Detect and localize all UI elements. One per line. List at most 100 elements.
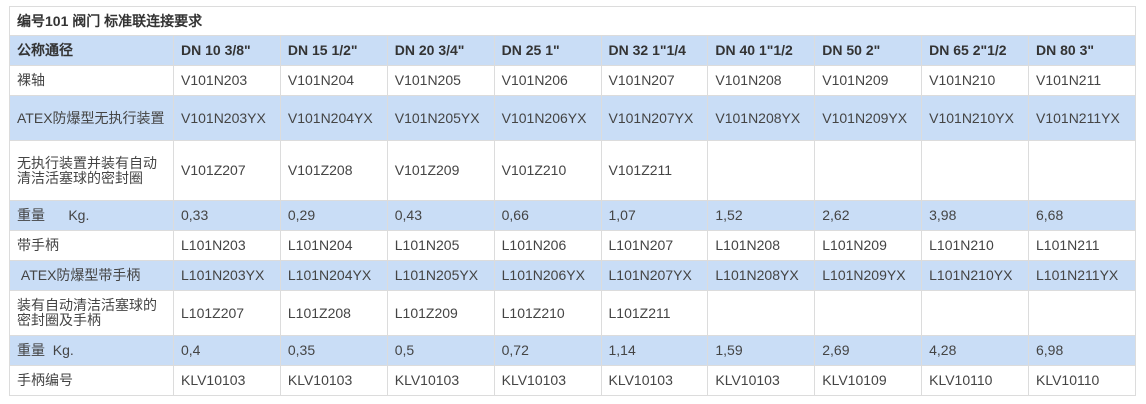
- table-cell: 2,62: [814, 200, 923, 231]
- table-cell: KLV10103: [600, 365, 709, 396]
- table-cell: 6,68: [1028, 200, 1136, 231]
- table-cell: L101N208YX: [707, 260, 816, 291]
- valve-spec-table: 编号101 阀门 标准联连接要求 公称通径 DN 10 3/8" DN 15 1/2…: [9, 6, 1136, 396]
- header-size: DN 20 3/4": [386, 35, 495, 66]
- table-cell: L101N208: [707, 230, 816, 261]
- table-cell: L101N210YX: [921, 260, 1029, 291]
- table-cell: V101N210: [921, 65, 1029, 96]
- table-cell: V101N203YX: [173, 95, 281, 141]
- table-row: 装有自动清洁活塞球的密封圈及手柄 L101Z207 L101Z208 L101Z209…: [9, 290, 1136, 336]
- header-size: DN 65 2"1/2: [921, 35, 1029, 66]
- table-cell: 4,28: [921, 335, 1029, 366]
- table-cell: L101N204: [279, 230, 388, 261]
- table-cell: [921, 290, 1029, 336]
- table-cell: 2,69: [814, 335, 923, 366]
- table-cell: V101N207: [600, 65, 709, 96]
- table-cell: 0,5: [386, 335, 495, 366]
- table-cell: V101N204YX: [279, 95, 388, 141]
- table-cell: 1,59: [707, 335, 816, 366]
- header-size: DN 15 1/2": [279, 35, 388, 66]
- row-label: 重量 Kg.: [9, 200, 174, 231]
- table-cell: [1028, 290, 1136, 336]
- table-cell: V101N211: [1028, 65, 1136, 96]
- table-cell: L101N205: [386, 230, 495, 261]
- table-cell: L101Z208: [279, 290, 388, 336]
- table-cell: L101N206YX: [493, 260, 602, 291]
- row-label: 重量 Kg.: [9, 335, 174, 366]
- row-label: ATEX防爆型无执行装置: [9, 95, 174, 141]
- table-cell: V101N206YX: [493, 95, 602, 141]
- table-cell: L101N209YX: [814, 260, 923, 291]
- row-label: 手柄编号: [9, 365, 174, 396]
- table-cell: V101N209: [814, 65, 923, 96]
- table-cell: V101N208YX: [707, 95, 816, 141]
- table-cell: V101Z209: [386, 140, 495, 201]
- table-row: 无执行装置并装有自动清洁活塞球的密封圈 V101Z207 V101Z208 V101Z…: [9, 140, 1136, 201]
- table-cell: 0,43: [386, 200, 495, 231]
- table-cell: 0,72: [493, 335, 602, 366]
- table-cell: V101Z211: [600, 140, 709, 201]
- table-row: 裸轴 V101N203 V101N204 V101N205 V101N206 V101N2…: [9, 65, 1136, 96]
- table-row: 带手柄 L101N203 L101N204 L101N205 L101N206 L101N…: [9, 230, 1136, 261]
- header-label: 公称通径: [9, 35, 174, 66]
- row-label: ATEX防爆型带手柄: [9, 260, 174, 291]
- table-cell: V101N205YX: [386, 95, 495, 141]
- header-size: DN 10 3/8": [173, 35, 281, 66]
- table-cell: 1,07: [600, 200, 709, 231]
- table-cell: [921, 140, 1029, 201]
- header-size: DN 32 1"1/4: [600, 35, 709, 66]
- table-cell: V101N209YX: [814, 95, 923, 141]
- table-cell: [707, 290, 816, 336]
- row-label: 裸轴: [9, 65, 174, 96]
- row-label: 带手柄: [9, 230, 174, 261]
- table-cell: V101N206: [493, 65, 602, 96]
- table-cell: V101Z208: [279, 140, 388, 201]
- table-cell: [1028, 140, 1136, 201]
- table-cell: 1,52: [707, 200, 816, 231]
- table-cell: V101N210YX: [921, 95, 1029, 141]
- table-cell: L101N209: [814, 230, 923, 261]
- table-cell: L101Z211: [600, 290, 709, 336]
- table-cell: 0,33: [173, 200, 281, 231]
- table-cell: KLV10110: [1028, 365, 1136, 396]
- table-cell: V101N203: [173, 65, 281, 96]
- table-cell: 6,98: [1028, 335, 1136, 366]
- table-cell: V101N208: [707, 65, 816, 96]
- table-cell: 3,98: [921, 200, 1029, 231]
- table-cell: L101N207YX: [600, 260, 709, 291]
- table-cell: KLV10103: [386, 365, 495, 396]
- table-cell: V101N207YX: [600, 95, 709, 141]
- row-label: 无执行装置并装有自动清洁活塞球的密封圈: [9, 140, 174, 201]
- table-row: ATEX防爆型无执行装置 V101N203YX V101N204YX V101N205…: [9, 95, 1136, 141]
- header-size: DN 40 1"1/2: [707, 35, 816, 66]
- table-cell: [814, 290, 923, 336]
- table-cell: L101N203: [173, 230, 281, 261]
- table-row: 重量 Kg. 0,4 0,35 0,5 0,72 1,14 1,59 2,69 4,28 6,98: [9, 335, 1136, 366]
- header-row: 公称通径 DN 10 3/8" DN 15 1/2" DN 20 3/4" DN 25 …: [9, 35, 1136, 66]
- table-cell: V101N211YX: [1028, 95, 1136, 141]
- table-cell: L101N206: [493, 230, 602, 261]
- table-cell: L101N203YX: [173, 260, 281, 291]
- table-cell: L101N205YX: [386, 260, 495, 291]
- header-size: DN 25 1": [493, 35, 602, 66]
- table-row: 手柄编号 KLV10103 KLV10103 KLV10103 KLV10103 KLV1…: [9, 365, 1136, 396]
- table-cell: 1,14: [600, 335, 709, 366]
- table-cell: L101Z209: [386, 290, 495, 336]
- header-size: DN 50 2": [814, 35, 923, 66]
- table-cell: L101N211: [1028, 230, 1136, 261]
- title-row: 编号101 阀门 标准联连接要求: [9, 6, 1136, 36]
- table-cell: L101N207: [600, 230, 709, 261]
- header-size: DN 80 3": [1028, 35, 1136, 66]
- table-title: 编号101 阀门 标准联连接要求: [9, 6, 1136, 36]
- table-cell: KLV10103: [707, 365, 816, 396]
- table-cell: V101N205: [386, 65, 495, 96]
- table-row: ATEX防爆型带手柄 L101N203YX L101N204YX L101N205YX…: [9, 260, 1136, 291]
- table-cell: 0,66: [493, 200, 602, 231]
- table-cell: L101N211YX: [1028, 260, 1136, 291]
- table-cell: V101N204: [279, 65, 388, 96]
- table-cell: [814, 140, 923, 201]
- table-cell: L101Z210: [493, 290, 602, 336]
- table-cell: KLV10110: [921, 365, 1029, 396]
- table-cell: KLV10103: [173, 365, 281, 396]
- table-cell: L101N204YX: [279, 260, 388, 291]
